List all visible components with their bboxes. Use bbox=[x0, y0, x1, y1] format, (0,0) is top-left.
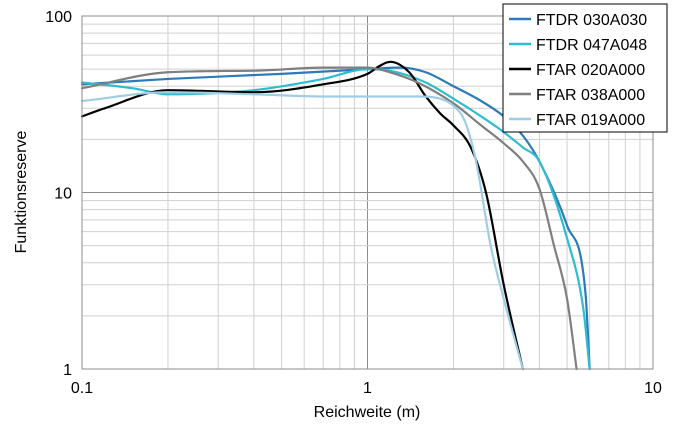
y-tick-label: 100 bbox=[45, 9, 72, 26]
series-line-4 bbox=[80, 66, 578, 371]
y-tick-label: 1 bbox=[63, 362, 72, 379]
y-axis-title: Funktionsreserve bbox=[13, 131, 30, 254]
x-axis-title: Reichweite (m) bbox=[314, 404, 421, 421]
legend-label: FTDR 030A030 bbox=[536, 12, 647, 29]
series-line-5 bbox=[80, 91, 524, 371]
plot-series bbox=[80, 60, 591, 371]
y-tick-label: 10 bbox=[54, 186, 72, 203]
x-tick-label: 0.1 bbox=[71, 380, 93, 397]
plot-area-border bbox=[81, 15, 654, 370]
legend-label: FTDR 047A048 bbox=[536, 37, 647, 54]
x-tick-label: 1 bbox=[363, 380, 372, 397]
x-tick-label: 10 bbox=[644, 380, 662, 397]
series-line-1 bbox=[80, 66, 591, 371]
series-line-3 bbox=[80, 60, 524, 371]
legend: FTDR 030A030 FTDR 047A048 FTAR 020A000 FTAR… bbox=[502, 3, 668, 133]
legend-label: FTAR 019A000 bbox=[536, 112, 645, 129]
legend-label: FTAR 038A000 bbox=[536, 87, 645, 104]
legend-label: FTAR 020A000 bbox=[536, 62, 645, 79]
